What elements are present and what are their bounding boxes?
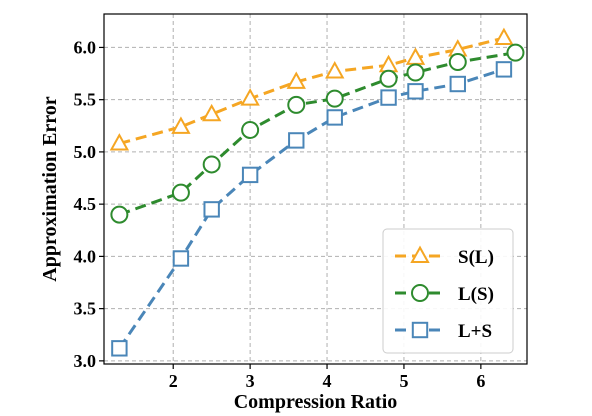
data-point [171, 183, 190, 202]
y-tick-label: 3.0 [74, 351, 97, 371]
data-point [407, 83, 424, 100]
x-tick-label: 5 [399, 371, 408, 391]
legend-marker [410, 245, 430, 263]
data-point [241, 166, 259, 184]
data-point [240, 88, 260, 106]
data-point [201, 103, 222, 122]
legend-label: L(S) [458, 284, 494, 305]
data-point [379, 69, 398, 88]
x-tick-label: 2 [169, 371, 178, 391]
data-point [241, 120, 260, 139]
series-line [118, 36, 505, 145]
data-point [109, 133, 130, 151]
x-axis-label: Compression Ratio [234, 391, 398, 413]
data-point [286, 71, 306, 89]
x-tick-label: 6 [476, 371, 485, 391]
y-tick-label: 6.0 [74, 37, 97, 57]
data-point [172, 250, 190, 267]
data-point [326, 109, 343, 126]
data-point [448, 53, 467, 72]
data-point [171, 116, 191, 134]
y-tick-label: 3.5 [74, 299, 97, 319]
data-point [325, 89, 344, 108]
legend-label: S(L) [458, 247, 494, 268]
data-point [110, 205, 129, 224]
y-axis-label: Approximation Error [39, 96, 61, 281]
data-point [380, 89, 397, 106]
data-point [325, 61, 345, 79]
y-tick-label: 4.5 [74, 194, 97, 214]
data-point [287, 95, 306, 114]
y-tick-label: 5.0 [74, 142, 97, 162]
series-layer [109, 27, 525, 357]
data-point [406, 63, 425, 82]
legend-label: L+S [458, 321, 492, 342]
data-point [506, 43, 525, 62]
x-tick-label: 3 [246, 371, 255, 391]
ticks: 2 3 4 5 6 3.0 3.5 4.0 4.5 5.0 5.5 6.0 [74, 37, 486, 391]
data-point [288, 132, 305, 149]
legend-marker [411, 284, 429, 302]
series-2 [111, 61, 513, 357]
x-tick-label: 4 [323, 371, 332, 391]
data-point [202, 155, 221, 174]
plot-frame [103, 13, 528, 365]
data-point [111, 340, 128, 357]
data-point [378, 54, 399, 73]
data-point [495, 61, 513, 78]
series-line [118, 51, 516, 217]
y-tick-label: 4.0 [74, 246, 97, 266]
y-tick-label: 5.5 [74, 90, 97, 110]
data-point [494, 27, 514, 46]
legend: S(L) L(S) L+S [382, 228, 514, 354]
legend-marker [411, 321, 429, 339]
series-line [118, 67, 505, 350]
data-point [203, 201, 220, 218]
data-point [449, 75, 466, 93]
series-1 [110, 43, 525, 224]
